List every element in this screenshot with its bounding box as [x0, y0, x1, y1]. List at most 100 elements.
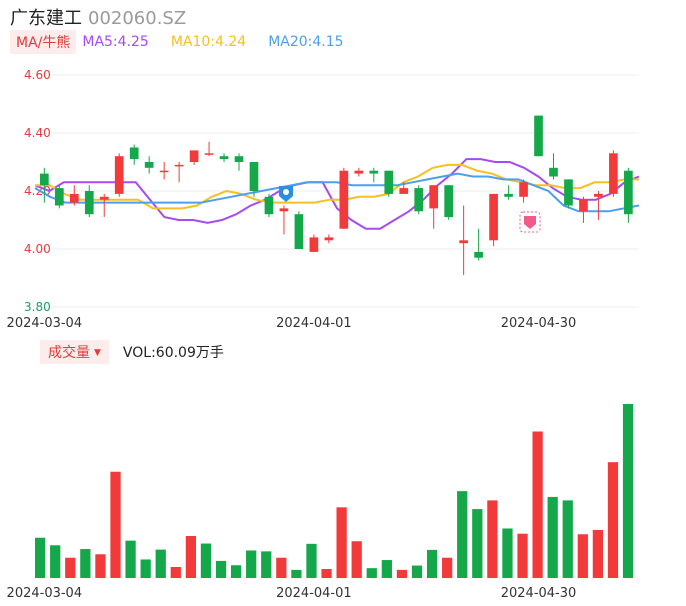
candle[interactable]: [144, 156, 154, 174]
volume-bar[interactable]: [246, 550, 257, 578]
volume-bar[interactable]: [457, 491, 468, 578]
candle[interactable]: [504, 185, 513, 200]
candle[interactable]: [264, 193, 274, 218]
candle[interactable]: [354, 167, 364, 177]
candle[interactable]: [384, 170, 394, 197]
volume-bar[interactable]: [472, 509, 483, 578]
candle[interactable]: [489, 193, 498, 247]
candle[interactable]: [69, 185, 79, 206]
candle[interactable]: [309, 234, 319, 252]
candle[interactable]: [204, 141, 214, 157]
candle[interactable]: [549, 153, 558, 180]
stock-code: 002060.SZ: [88, 8, 187, 29]
volume-bar[interactable]: [547, 496, 558, 578]
volume-bar[interactable]: [95, 554, 106, 578]
volume-bar[interactable]: [215, 560, 227, 578]
candle[interactable]: [174, 162, 184, 183]
volume-bar[interactable]: [261, 551, 272, 578]
volume-bar[interactable]: [276, 557, 287, 578]
volume-bar[interactable]: [65, 557, 76, 578]
candle[interactable]: [40, 167, 49, 203]
candle-body: [84, 191, 94, 215]
volume-bar[interactable]: [351, 541, 362, 578]
volume-x-tick-label: 2024-03-04: [7, 586, 83, 601]
volume-bar[interactable]: [321, 569, 332, 578]
volume-bar[interactable]: [50, 545, 61, 578]
volume-bar[interactable]: [80, 549, 91, 578]
volume-bar[interactable]: [592, 529, 604, 578]
volume-bar[interactable]: [125, 540, 136, 578]
candle[interactable]: [219, 153, 229, 162]
volume-bar[interactable]: [442, 557, 453, 578]
volume-bar[interactable]: [517, 533, 528, 578]
candle-body: [54, 188, 64, 206]
volume-bar[interactable]: [502, 528, 513, 578]
candle[interactable]: [129, 144, 139, 165]
volume-bar[interactable]: [426, 549, 438, 578]
candle[interactable]: [399, 182, 409, 194]
volume-bar[interactable]: [577, 534, 588, 578]
volume-bar[interactable]: [562, 500, 573, 578]
volume-bar[interactable]: [532, 431, 543, 578]
volume-bar[interactable]: [140, 559, 151, 578]
candle-body: [159, 170, 169, 173]
candle[interactable]: [159, 162, 169, 180]
candle[interactable]: [414, 185, 424, 215]
volume-bar[interactable]: [170, 566, 181, 578]
candle-body: [579, 199, 588, 212]
volume-bar[interactable]: [607, 462, 619, 578]
volume-bar[interactable]: [110, 471, 121, 578]
x-tick-label: 2024-04-01: [276, 316, 352, 331]
candle[interactable]: [339, 167, 349, 229]
candle[interactable]: [324, 234, 334, 244]
candle[interactable]: [114, 153, 124, 197]
ma10-label: MA10:4.24: [170, 34, 247, 50]
volume-bar[interactable]: [336, 507, 347, 578]
volume-bar[interactable]: [396, 569, 408, 578]
candle-body: [369, 170, 379, 174]
candle[interactable]: [534, 115, 543, 157]
candle[interactable]: [84, 185, 94, 218]
candle[interactable]: [459, 205, 468, 276]
volume-bar[interactable]: [622, 404, 634, 578]
candle[interactable]: [99, 193, 109, 218]
candle[interactable]: [609, 150, 618, 197]
candle-body: [264, 196, 274, 215]
volume-bar[interactable]: [306, 543, 317, 578]
volume-indicator-selector[interactable]: 成交量 ▼: [40, 340, 109, 364]
candle[interactable]: [474, 228, 483, 261]
candle[interactable]: [624, 167, 633, 223]
volume-bar[interactable]: [366, 568, 377, 578]
y-tick-label: 4.00: [24, 242, 51, 256]
volume-bar[interactable]: [155, 549, 166, 578]
candle[interactable]: [294, 211, 304, 249]
candle[interactable]: [54, 185, 64, 209]
volume-bar[interactable]: [230, 565, 242, 578]
event-marker-blue-icon[interactable]: [279, 186, 293, 202]
candle[interactable]: [594, 191, 603, 220]
candle[interactable]: [579, 196, 588, 223]
candle[interactable]: [519, 179, 528, 203]
candle-body: [459, 240, 468, 244]
event-marker-pink-icon[interactable]: [519, 211, 541, 233]
caret-down-icon: ▼: [94, 348, 101, 358]
candle[interactable]: [189, 150, 199, 165]
candle[interactable]: [234, 153, 244, 171]
volume-bar[interactable]: [487, 500, 498, 578]
candle[interactable]: [279, 205, 289, 235]
y-tick-label: 4.40: [24, 126, 51, 140]
volume-bar[interactable]: [185, 536, 197, 578]
volume-bar[interactable]: [381, 560, 392, 578]
candle[interactable]: [444, 185, 454, 220]
volume-bar[interactable]: [35, 537, 46, 578]
candle[interactable]: [429, 185, 439, 229]
candle[interactable]: [369, 167, 379, 183]
volume-bar[interactable]: [291, 569, 302, 578]
volume-bar[interactable]: [411, 565, 423, 578]
candle[interactable]: [564, 179, 573, 209]
candle[interactable]: [249, 162, 259, 197]
candle-body: [444, 185, 454, 218]
volume-bar[interactable]: [200, 543, 212, 578]
ma-indicator-selector[interactable]: MA/牛熊: [10, 30, 77, 54]
